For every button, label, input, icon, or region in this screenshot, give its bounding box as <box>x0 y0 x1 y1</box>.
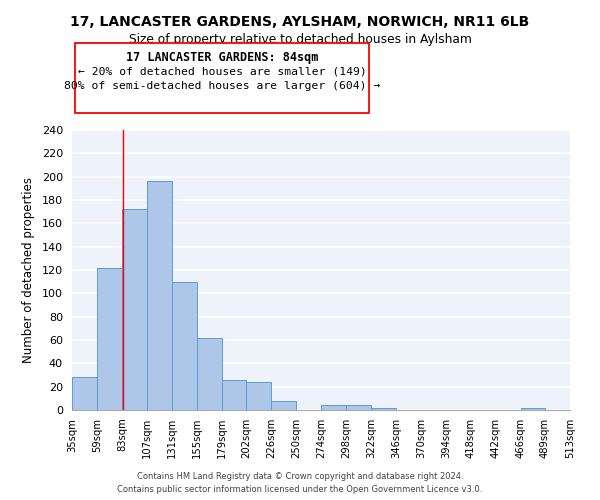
Text: 80% of semi-detached houses are larger (604) →: 80% of semi-detached houses are larger (… <box>64 81 380 91</box>
Text: Contains HM Land Registry data © Crown copyright and database right 2024.: Contains HM Land Registry data © Crown c… <box>137 472 463 481</box>
Text: ← 20% of detached houses are smaller (149): ← 20% of detached houses are smaller (14… <box>77 66 367 76</box>
Y-axis label: Number of detached properties: Number of detached properties <box>22 177 35 363</box>
Text: 17, LANCASTER GARDENS, AYLSHAM, NORWICH, NR11 6LB: 17, LANCASTER GARDENS, AYLSHAM, NORWICH,… <box>70 15 530 29</box>
Bar <box>321 406 346 410</box>
Bar <box>147 182 172 410</box>
Bar <box>371 408 396 410</box>
Bar <box>197 338 222 410</box>
Text: Size of property relative to detached houses in Aylsham: Size of property relative to detached ho… <box>128 32 472 46</box>
Bar <box>72 378 97 410</box>
Bar <box>521 408 545 410</box>
Bar <box>346 406 371 410</box>
Bar <box>222 380 246 410</box>
Bar <box>122 210 147 410</box>
Text: 17 LANCASTER GARDENS: 84sqm: 17 LANCASTER GARDENS: 84sqm <box>126 52 318 64</box>
Bar <box>271 400 296 410</box>
Text: Contains public sector information licensed under the Open Government Licence v3: Contains public sector information licen… <box>118 485 482 494</box>
Bar <box>172 282 197 410</box>
Bar <box>97 268 122 410</box>
Bar <box>246 382 271 410</box>
